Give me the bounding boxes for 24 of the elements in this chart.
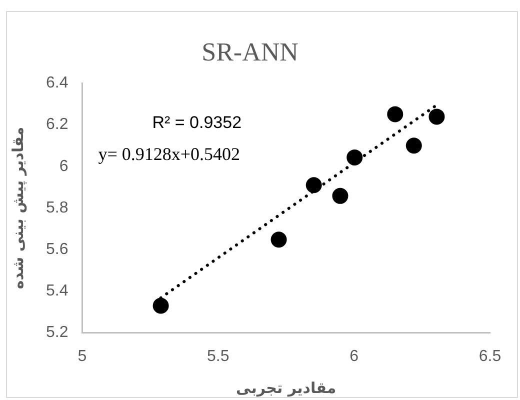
chart-title: SR-ANN [202,37,299,66]
point [152,298,169,314]
annotation: y= 0.9128x+0.5402 [98,144,240,164]
x-axis-title: مقادیر تجربی [236,378,336,397]
point [387,106,404,122]
annotation: R² = 0.9352 [152,112,242,132]
point [428,108,445,125]
x-tick-label: 5 [78,348,87,365]
point [306,177,322,194]
point [270,232,287,248]
x-tick-label: 5.5 [207,348,230,365]
point [332,188,348,204]
point [406,138,422,154]
x-tick-label: 6 [350,348,359,365]
y-tick-label: 6.2 [46,116,68,134]
x-tick-label: 6.5 [478,348,502,365]
y-tick-label: 5.6 [46,241,68,258]
point [346,149,363,166]
y-tick-label: 6.4 [46,74,68,92]
y-tick-label: 5.2 [46,324,68,342]
y-tick-label: 5.8 [46,199,68,216]
y-tick-label: 5.4 [46,282,68,300]
y-tick-label: 6 [59,158,68,175]
y-axis-title: مقادیر پیش بینی شده [8,126,27,290]
